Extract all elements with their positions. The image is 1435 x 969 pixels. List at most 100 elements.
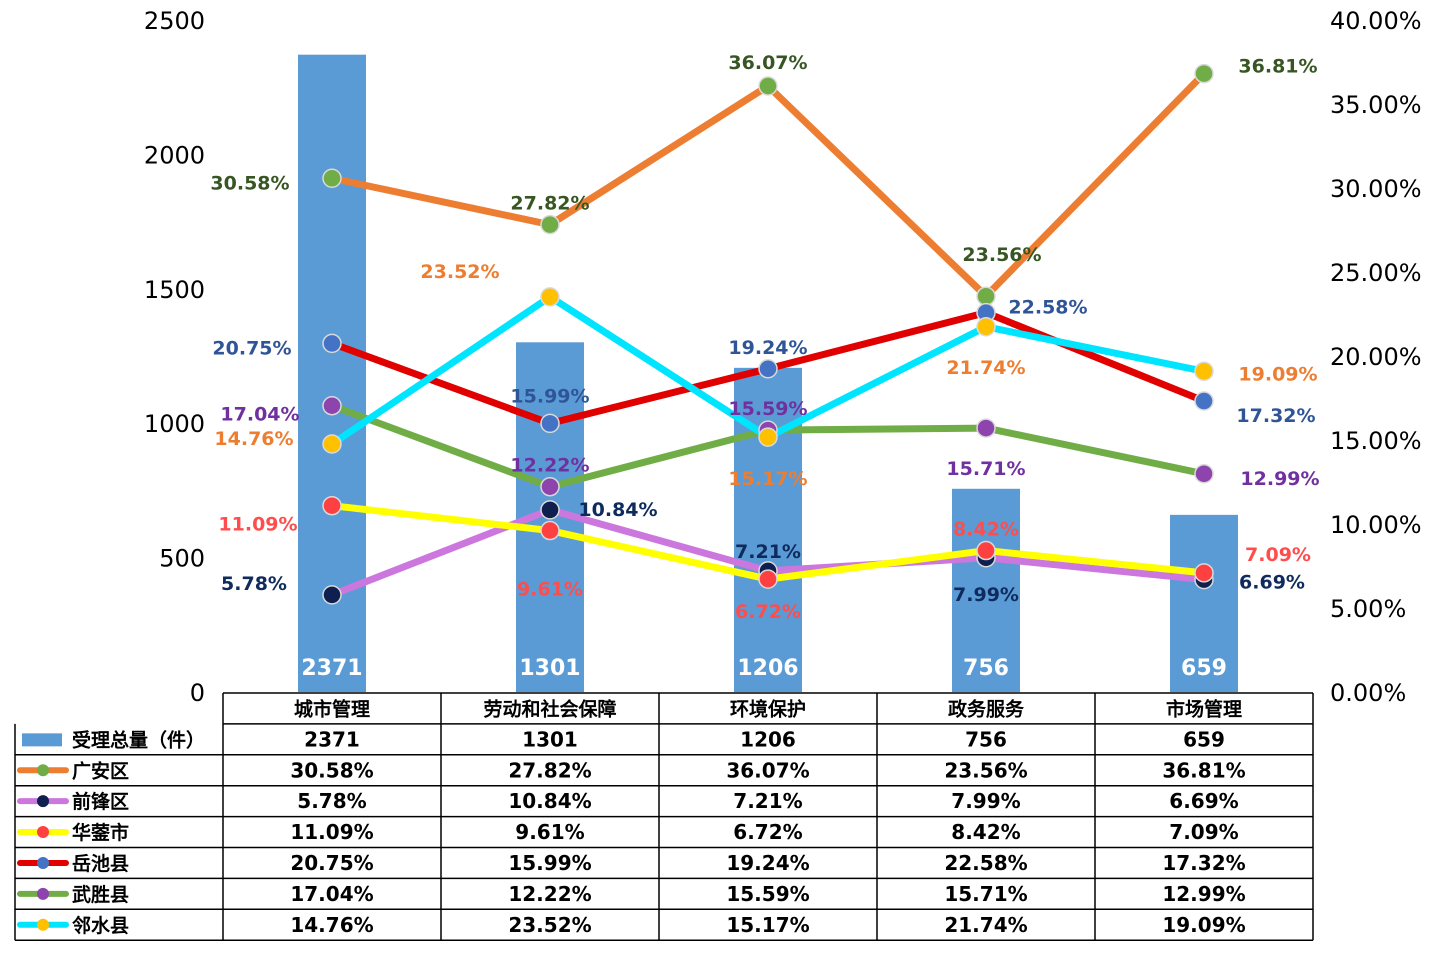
table-category-header: 劳动和社会保障 (483, 697, 616, 720)
series-marker (1194, 361, 1214, 382)
table-cell-value: 7.99% (951, 789, 1020, 813)
table-series-name: 前锋区 (72, 790, 129, 813)
table-cell-value: 2371 (304, 727, 360, 751)
line-data-label: 30.58% (210, 172, 289, 194)
legend-key-marker (37, 856, 49, 869)
series-marker (322, 434, 342, 454)
series-marker (540, 287, 560, 307)
line-data-label: 19.09% (1238, 363, 1317, 385)
line-data-label: 17.04% (220, 404, 299, 426)
line-data-label: 9.61% (517, 579, 583, 601)
table-cell-value: 659 (1183, 727, 1225, 751)
series-marker (322, 333, 342, 354)
table-category-header: 市场管理 (1166, 697, 1242, 720)
right-axis-tick: 0.00% (1330, 679, 1406, 707)
legend-key-marker (37, 887, 49, 900)
table-cell-value: 6.72% (733, 820, 802, 844)
bar-data-label: 2371 (301, 656, 362, 681)
left-axis-tick: 2500 (144, 7, 205, 35)
line-data-label: 7.09% (1245, 544, 1311, 566)
series-marker (322, 395, 342, 416)
table-cell-value: 7.21% (733, 789, 802, 813)
table-cell-value: 17.32% (1162, 851, 1245, 875)
table-cell-value: 36.81% (1162, 758, 1245, 782)
table-cell-value: 36.07% (726, 758, 809, 782)
right-axis-tick: 5.00% (1330, 595, 1406, 623)
right-axis-tick: 40.00% (1330, 7, 1422, 35)
left-axis-tick: 1500 (144, 276, 205, 304)
series-marker (540, 476, 560, 497)
table-cell-value: 1301 (522, 727, 578, 751)
left-axis-tick: 2000 (144, 141, 205, 169)
line-data-label: 8.42% (953, 519, 1019, 541)
table-cell-value: 15.71% (944, 882, 1027, 906)
legend-key-marker (37, 918, 49, 931)
legend-key-marker (37, 795, 49, 808)
table-cell-value: 23.52% (508, 913, 591, 937)
table-cell-value: 15.99% (508, 851, 591, 875)
table-cell-value: 15.59% (726, 882, 809, 906)
table-cell-value: 30.58% (290, 758, 373, 782)
line-data-label: 20.75% (212, 337, 291, 359)
series-marker (540, 413, 560, 434)
right-axis-tick: 35.00% (1330, 91, 1422, 119)
table-cell-value: 15.17% (726, 913, 809, 937)
bar (1170, 514, 1238, 692)
series-marker (540, 500, 560, 520)
right-axis: 0.00% 5.00% 10.00% 15.00% 20.00% 25.00% 30.00%… (1330, 7, 1422, 707)
table-cell-value: 23.56% (944, 758, 1027, 782)
line-data-label: 15.99% (510, 385, 589, 407)
line-data-label: 10.84% (578, 499, 657, 521)
table-cell-value: 6.69% (1169, 789, 1238, 813)
series-marker (540, 520, 560, 541)
bar (952, 488, 1020, 692)
legend-key-marker (37, 826, 49, 839)
table-series-name: 武胜县 (72, 884, 129, 906)
series-marker (540, 214, 560, 235)
right-axis-tick: 30.00% (1330, 175, 1422, 203)
right-axis-tick: 10.00% (1330, 511, 1422, 539)
table-cell-value: 12.22% (508, 882, 591, 906)
table-category-header: 环境保护 (730, 697, 806, 720)
series-marker (758, 427, 778, 447)
line-data-label: 23.52% (420, 261, 499, 283)
table-cell-value: 22.58% (944, 851, 1027, 875)
table-cell-value: 19.09% (1162, 913, 1245, 937)
series-marker (1194, 464, 1214, 484)
line-data-label: 12.22% (510, 455, 589, 477)
series-marker (976, 286, 996, 306)
line-data-label: 14.76% (214, 428, 293, 450)
table-cell-value: 17.04% (290, 882, 373, 906)
series-marker (976, 317, 996, 337)
line-data-label: 23.56% (962, 244, 1041, 266)
series-marker (976, 540, 996, 561)
table-cell-value: 11.09% (290, 820, 373, 844)
bar-data-label: 756 (963, 656, 1009, 681)
line-data-label: 15.71% (946, 458, 1025, 480)
right-axis-tick: 15.00% (1330, 427, 1422, 455)
table-cell-value: 10.84% (508, 789, 591, 813)
line-data-label: 7.99% (953, 584, 1019, 606)
series-marker (758, 359, 778, 379)
legend-key-bar (22, 733, 62, 747)
left-axis-tick: 0 (190, 679, 205, 707)
table-cell-value: 1206 (740, 727, 796, 751)
line-data-label: 27.82% (510, 193, 589, 215)
series-marker (1194, 563, 1214, 583)
line-data-label: 15.17% (728, 468, 807, 490)
bar-data-label: 659 (1181, 656, 1227, 681)
table-cell-value: 5.78% (297, 789, 366, 813)
bar-data-label: 1206 (737, 656, 798, 681)
right-axis-tick: 25.00% (1330, 259, 1422, 287)
table-series-name: 受理总量（件） (72, 728, 205, 751)
series-marker (758, 76, 778, 96)
line-data-label: 7.21% (735, 541, 801, 563)
line-data-label: 36.07% (728, 52, 807, 74)
series-marker (322, 585, 342, 605)
table-cell-value: 21.74% (944, 913, 1027, 937)
data-labels: 2371 1301 1206 756 659 30.58% 27.82% 36.07% 23.5… (210, 52, 1319, 681)
series-marker (976, 418, 996, 438)
left-axis-tick: 500 (159, 545, 205, 573)
table-cell-value: 12.99% (1162, 882, 1245, 906)
